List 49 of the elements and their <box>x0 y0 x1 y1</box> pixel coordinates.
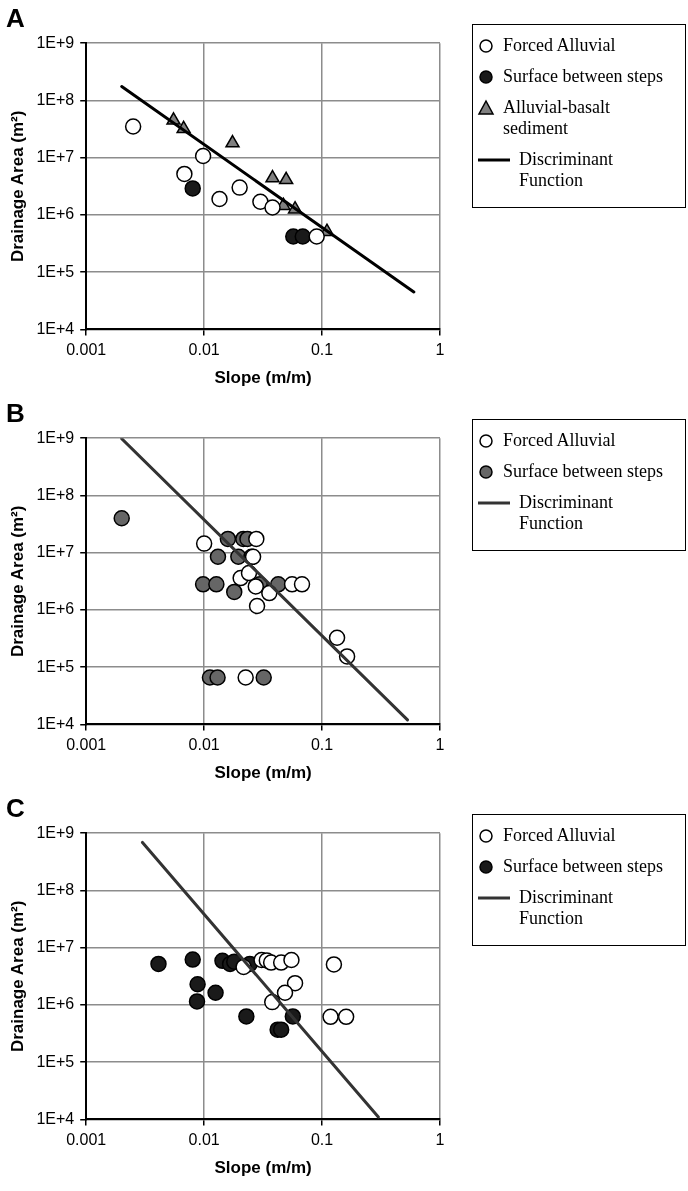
x-tick-label: 0.1 <box>310 341 334 359</box>
y-tick-label: 1E+7 <box>36 543 75 561</box>
x-tick-label: 0.1 <box>310 1131 334 1149</box>
y-axis-title: Drainage Area (m²) <box>7 505 27 658</box>
x-tick-label: 0.01 <box>188 341 220 359</box>
legend-label: Alluvial-basalt sediment <box>503 97 611 139</box>
legend-label: Surface between steps <box>503 461 663 482</box>
x-tick-label: 0.01 <box>188 736 220 754</box>
y-tick-label: 1E+5 <box>36 262 75 280</box>
legend-label: Forced Alluvial <box>503 825 616 846</box>
y-tick-label: 1E+4 <box>36 319 75 337</box>
y-tick-label: 1E+8 <box>36 485 75 503</box>
y-tick-label: 1E+8 <box>36 880 75 898</box>
x-tick-label: 0.1 <box>310 736 334 754</box>
y-tick-label: 1E+7 <box>36 148 75 166</box>
y-tick-label: 1E+4 <box>36 714 75 732</box>
legend-label: Forced Alluvial <box>503 430 616 451</box>
chart-title: A <box>6 2 25 33</box>
x-tick-label: 1 <box>435 1131 445 1149</box>
y-tick-label: 1E+9 <box>36 823 75 841</box>
y-tick-label: 1E+5 <box>36 657 75 675</box>
chart-title: C <box>6 792 25 823</box>
y-tick-label: 1E+9 <box>36 33 75 51</box>
y-tick-label: 1E+5 <box>36 1052 75 1070</box>
legend-label: Surface between steps <box>503 856 663 877</box>
y-tick-label: 1E+7 <box>36 938 75 956</box>
y-tick-label: 1E+6 <box>36 205 75 223</box>
chart-title: B <box>6 397 25 428</box>
y-tick-label: 1E+6 <box>36 600 75 618</box>
x-tick-label: 1 <box>435 341 445 359</box>
x-tick-label: 1 <box>435 736 445 754</box>
legend-label: Discriminant Function <box>519 149 614 191</box>
legend-label: Discriminant Function <box>519 492 614 534</box>
legend-label: Surface between steps <box>503 66 663 87</box>
legend-label: Discriminant Function <box>519 887 614 929</box>
x-tick-label: 0.001 <box>66 341 107 359</box>
y-tick-label: 1E+6 <box>36 995 75 1013</box>
x-tick-label: 0.001 <box>66 1131 107 1149</box>
x-tick-label: 0.001 <box>66 736 107 754</box>
x-axis-title: Slope (m/m) <box>214 1158 312 1178</box>
y-tick-label: 1E+4 <box>36 1109 75 1127</box>
x-tick-label: 0.01 <box>188 1131 220 1149</box>
x-axis-title: Slope (m/m) <box>214 368 312 388</box>
y-axis-title: Drainage Area (m²) <box>7 110 27 263</box>
legend-label: Forced Alluvial <box>503 35 616 56</box>
y-tick-label: 1E+8 <box>36 90 75 108</box>
y-axis-title: Drainage Area (m²) <box>7 900 27 1053</box>
x-axis-title: Slope (m/m) <box>214 763 312 783</box>
y-tick-label: 1E+9 <box>36 428 75 446</box>
